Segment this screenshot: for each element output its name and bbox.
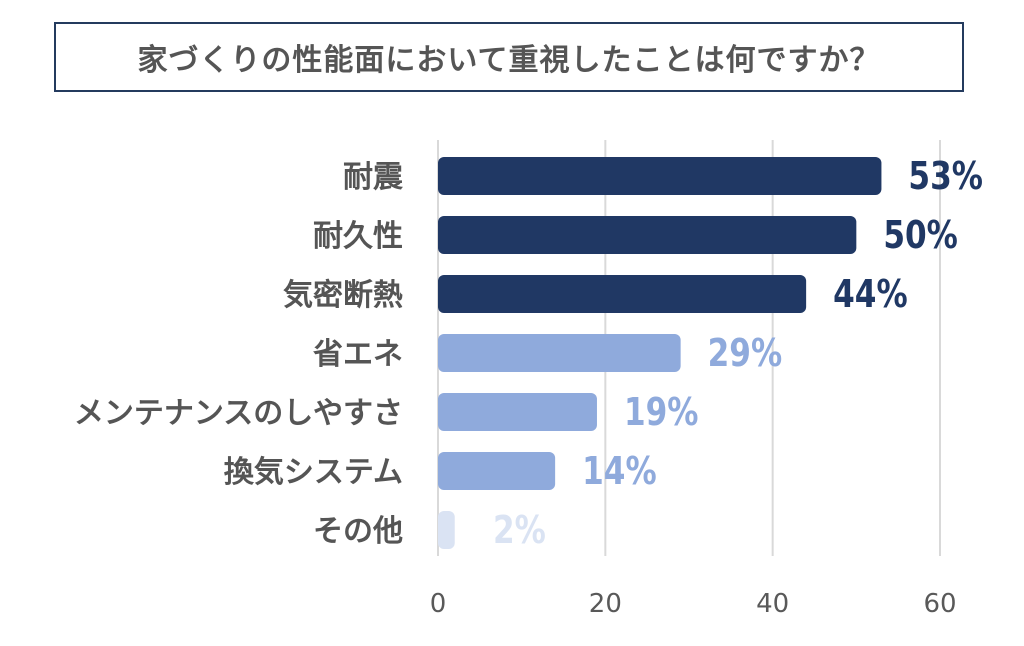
value-label: 53% bbox=[908, 155, 983, 199]
value-label: 14% bbox=[582, 450, 657, 494]
bar-6 bbox=[438, 452, 556, 490]
x-tick-label: 20 bbox=[589, 589, 622, 619]
chart-title-box: 家づくりの性能面において重視したことは何ですか？ bbox=[54, 22, 964, 92]
x-tick-label: 0 bbox=[430, 589, 447, 619]
x-tick-label: 40 bbox=[756, 589, 789, 619]
value-label: 29% bbox=[708, 332, 783, 376]
bar-3 bbox=[438, 275, 807, 313]
value-label: 2% bbox=[493, 509, 546, 553]
x-tick-label: 60 bbox=[923, 589, 956, 619]
category-label: その他 bbox=[313, 514, 403, 549]
category-label: 気密断熱 bbox=[283, 278, 403, 313]
value-label: 50% bbox=[883, 214, 958, 258]
value-label: 44% bbox=[833, 273, 908, 317]
value-label: 19% bbox=[624, 391, 699, 435]
bar-1 bbox=[438, 157, 882, 195]
bar-2 bbox=[438, 216, 857, 254]
category-label: 換気システム bbox=[224, 455, 403, 490]
category-label: 省エネ bbox=[313, 337, 403, 372]
category-label: メンテナンスのしやすさ bbox=[74, 396, 403, 431]
category-label: 耐久性 bbox=[313, 219, 403, 254]
bar-4 bbox=[438, 334, 681, 372]
chart-title: 家づくりの性能面において重視したことは何ですか？ bbox=[137, 43, 881, 78]
category-label: 耐震 bbox=[343, 160, 404, 195]
bar-7 bbox=[438, 511, 455, 549]
bar-5 bbox=[438, 393, 597, 431]
